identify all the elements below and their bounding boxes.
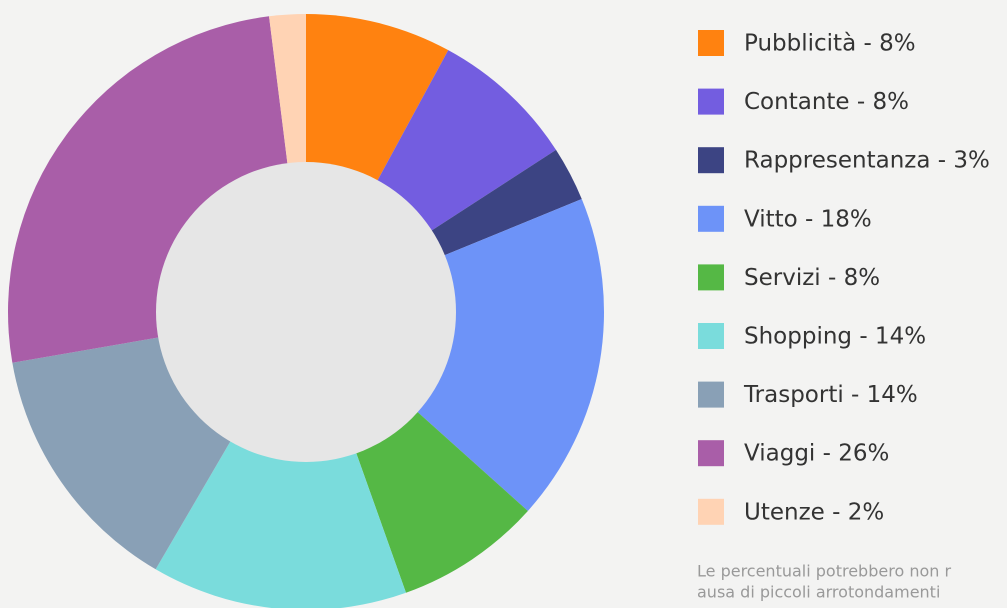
legend-label: Utenze - 2% — [744, 499, 884, 525]
slice — [155, 312, 406, 608]
legend-label: Rappresentanza - 3% — [744, 148, 990, 174]
legend-swatch — [698, 205, 724, 232]
donut-hole — [156, 162, 456, 462]
legend-label: Pubblicità - 8% — [744, 31, 916, 57]
slice — [306, 199, 604, 511]
legend-swatch — [698, 381, 724, 408]
legend-swatch — [698, 440, 724, 467]
legend-swatch — [698, 498, 724, 525]
legend-label: Servizi - 8% — [744, 265, 880, 291]
legend-swatch — [698, 147, 724, 174]
legend-label: Vitto - 18% — [744, 206, 872, 232]
note: Le percentuali potrebbero non r — [697, 562, 951, 581]
legend-label: Shopping - 14% — [744, 324, 926, 350]
legend-swatch — [698, 88, 724, 115]
legend-swatch — [698, 323, 724, 349]
legend-label: Trasporti - 14% — [743, 382, 918, 408]
legend-label: Contante - 8% — [744, 89, 909, 115]
legend-swatch — [698, 264, 724, 291]
legend-swatch — [698, 30, 724, 56]
note: ausa di piccoli arrotondamenti — [697, 583, 940, 602]
legend-label: Viaggi - 26% — [744, 441, 889, 467]
